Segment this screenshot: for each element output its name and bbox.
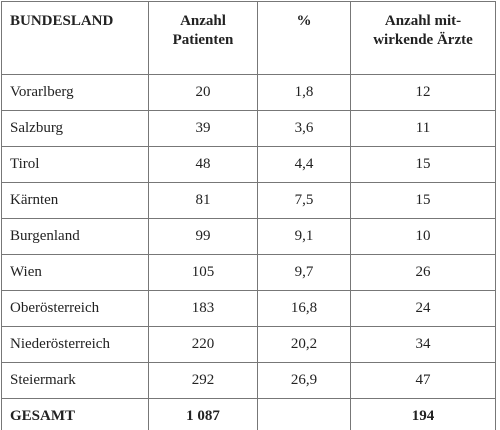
header-text: wirkende Ärzte — [373, 32, 473, 48]
table-cell: 20 — [148, 74, 258, 111]
total-row: GESAMT 1 087 194 — [1, 398, 496, 430]
table-cell: 15 — [350, 146, 496, 183]
header-text: Anzahl — [180, 13, 226, 29]
table-cell: 15 — [350, 182, 496, 219]
table-cell: 220 — [148, 326, 258, 363]
header-cell: Anzahl mit-wirkende Ärzte — [350, 1, 496, 75]
table-row: Steiermark 292 26,9 47 — [1, 362, 496, 399]
table-cell: Niederösterreich — [1, 326, 149, 363]
table-cell: Steiermark — [1, 362, 149, 399]
header-cell: Anzahl Patienten — [148, 1, 258, 75]
table-cell: 24 — [350, 290, 496, 327]
table-cell: 39 — [148, 110, 258, 147]
header-cell: BUNDESLAND — [1, 1, 149, 75]
table-cell: 81 — [148, 182, 258, 219]
table-cell: Kärnten — [1, 182, 149, 219]
table-cell: 9,7 — [257, 254, 351, 291]
table-cell: 3,6 — [257, 110, 351, 147]
table-row: Wien 105 9,7 26 — [1, 254, 496, 291]
table-cell: 99 — [148, 218, 258, 255]
table-cell: 10 — [350, 218, 496, 255]
table-cell: 34 — [350, 326, 496, 363]
table-cell: Tirol — [1, 146, 149, 183]
total-doctors: 194 — [350, 398, 496, 430]
table-row: Tirol 48 4,4 15 — [1, 146, 496, 183]
table-row: Burgenland 99 9,1 10 — [1, 218, 496, 255]
table-row: Kärnten 81 7,5 15 — [1, 182, 496, 219]
table-cell: 26,9 — [257, 362, 351, 399]
header-row: BUNDESLAND Anzahl Patienten% Anzahl mit-wir… — [1, 1, 496, 75]
table-cell: 292 — [148, 362, 258, 399]
table-cell: 9,1 — [257, 218, 351, 255]
table-body: Vorarlberg 20 1,8 12 Salzburg 39 3,6 11 Tirol 48 4… — [1, 74, 496, 430]
header-text: Patienten — [172, 32, 234, 48]
table-cell: 48 — [148, 146, 258, 183]
total-percent — [257, 398, 351, 430]
total-label: GESAMT — [1, 398, 149, 430]
table-row: Oberösterreich 183 16,8 24 — [1, 290, 496, 327]
table-cell: 47 — [350, 362, 496, 399]
table-cell: Burgenland — [1, 218, 149, 255]
table-cell: 183 — [148, 290, 258, 327]
table-cell: 26 — [350, 254, 496, 291]
table-cell: 16,8 — [257, 290, 351, 327]
header-text: % — [296, 13, 312, 29]
table-cell: 4,4 — [257, 146, 351, 183]
table-cell: Oberösterreich — [1, 290, 149, 327]
table-cell: 1,8 — [257, 74, 351, 111]
table-cell: 12 — [350, 74, 496, 111]
total-patients: 1 087 — [148, 398, 258, 430]
table-cell: 7,5 — [257, 182, 351, 219]
table-cell: Vorarlberg — [1, 74, 149, 111]
table-cell: 105 — [148, 254, 258, 291]
header-text: Anzahl mit- — [384, 13, 462, 29]
table-row: Niederösterreich 220 20,2 34 — [1, 326, 496, 363]
table-cell: Wien — [1, 254, 149, 291]
table-cell: Salzburg — [1, 110, 149, 147]
header-cell: % — [257, 1, 351, 75]
header-text: BUNDESLAND — [10, 13, 114, 29]
table-cell: 20,2 — [257, 326, 351, 363]
table-row: Salzburg 39 3,6 11 — [1, 110, 496, 147]
table-cell: 11 — [350, 110, 496, 147]
table-row: Vorarlberg 20 1,8 12 — [1, 74, 496, 111]
